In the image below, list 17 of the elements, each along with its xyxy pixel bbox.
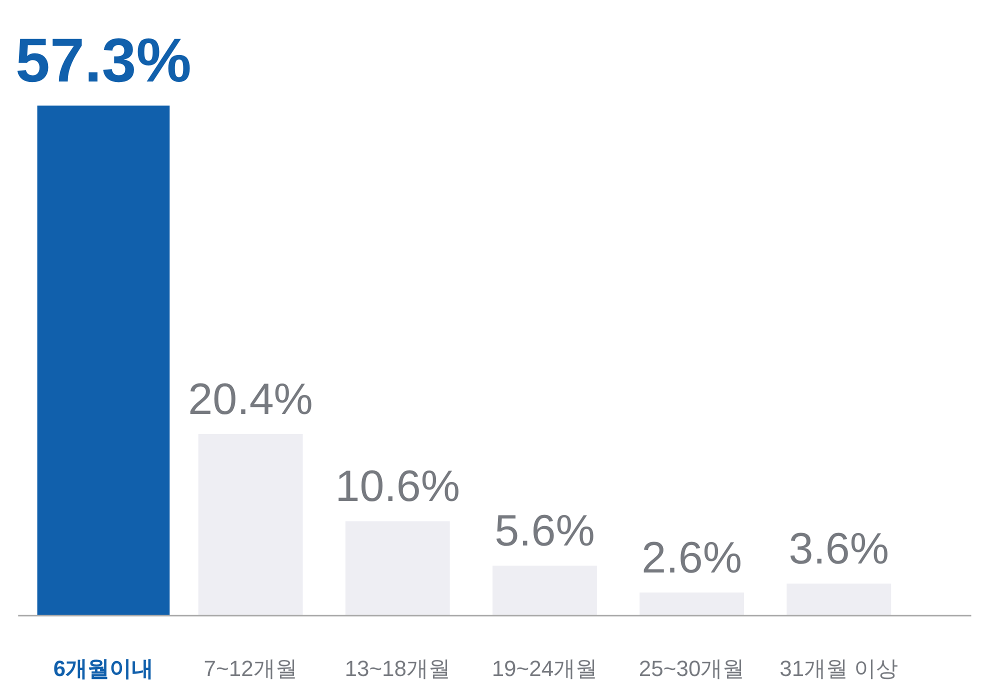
data-label: 2.6% [642, 533, 742, 582]
x-tick-label: 25~30개월 [638, 656, 745, 682]
x-tick-label: 6개월이내 [53, 656, 154, 682]
bar [198, 434, 303, 616]
data-label: 5.6% [494, 506, 595, 556]
bar [492, 566, 597, 616]
data-label: 10.6% [335, 462, 460, 512]
bar [786, 584, 892, 616]
x-tick-label: 7~12개월 [204, 656, 298, 682]
bar [345, 521, 450, 616]
data-label: 20.4% [188, 374, 313, 424]
x-tick-label: 13~18개월 [344, 656, 451, 682]
data-label: 57.3% [16, 26, 192, 96]
x-tick-label: 31개월 이상 [780, 656, 898, 682]
x-tick-label: 19~24개월 [492, 656, 598, 682]
bar [640, 592, 744, 616]
data-label: 3.6% [788, 524, 890, 574]
